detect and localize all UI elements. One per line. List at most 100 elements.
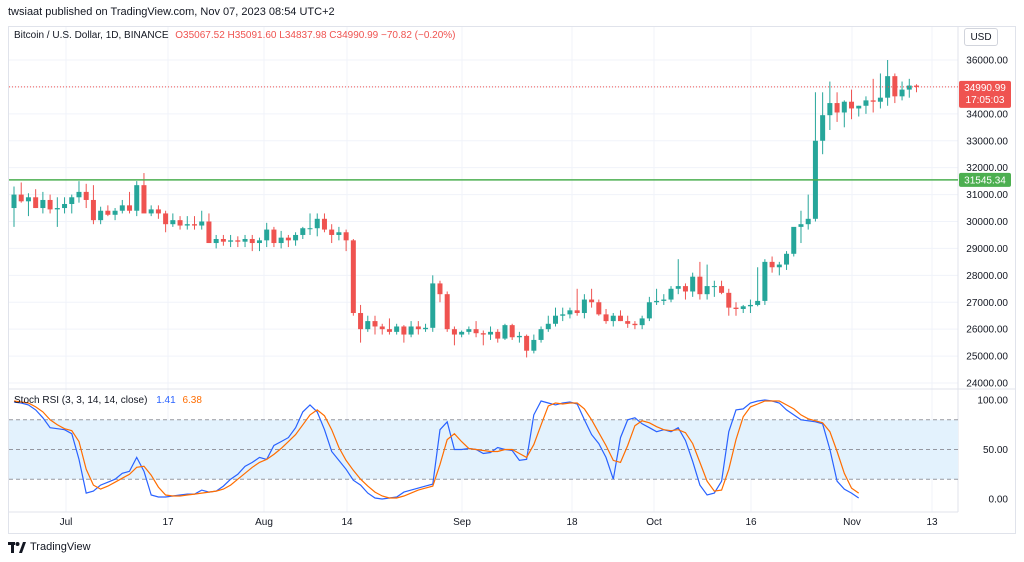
candle-up [820,115,826,141]
candle-up [856,105,862,109]
candle-up [314,218,320,229]
candle-down [437,283,443,295]
candle-up [740,306,746,309]
candle-down [892,76,898,97]
tradingview-logo-icon [8,541,26,553]
symbol-title: Bitcoin / U.S. Dollar, 1D, BINANCE [14,30,169,41]
candle-down [372,321,378,327]
candle-up [798,224,804,227]
candle-up [877,97,883,102]
candle-up [184,224,190,226]
time-axis-label: 18 [566,517,578,528]
candle-up [278,237,284,244]
candle-up [466,329,472,332]
candle-down [249,238,255,244]
candle-down [343,232,349,241]
candle-down [473,329,479,334]
candle-down [47,199,53,210]
price-legend: Bitcoin / U.S. Dollar, 1D, BINANCE O3506… [14,30,456,41]
price-axis-label: 26000.00 [966,325,1008,336]
candle-up [841,101,847,113]
candle-down [415,326,421,330]
candle-down [632,323,638,326]
candle-down [321,218,327,230]
candle-down [480,333,486,335]
candle-down [603,314,609,322]
candle-up [776,264,782,268]
price-axis-label: 24000.00 [966,379,1008,390]
price-axis-label: 32000.00 [966,163,1008,174]
candle-up [11,194,17,209]
candle-down [719,286,725,293]
candle-down [285,237,291,241]
candle-up [762,261,768,301]
candle-down [870,100,876,102]
candle-up [69,197,75,205]
candle-up [76,191,82,198]
currency-button[interactable]: USD [964,28,998,46]
candle-up [538,329,544,340]
candle-down [220,238,226,242]
candle-down [329,229,335,235]
stoch-k-line [13,399,860,500]
countdown-label: 17:05:03 [966,95,1005,106]
stoch-band [9,419,958,480]
candle-up [199,221,205,226]
candle-up [610,315,616,322]
candle-up [488,331,494,335]
candle-up [408,326,414,335]
time-axis-label: 16 [745,517,757,528]
candle-up [675,286,681,289]
last-price-tag [959,80,1011,108]
price-axis-label: 28000.00 [966,271,1008,282]
price-axis-label: 34000.00 [966,109,1008,120]
candle-down [386,329,392,332]
candle-down [769,261,775,268]
candle-down [914,85,919,87]
candle-up [899,89,905,97]
candle-up [264,229,270,241]
candle-up [213,238,219,244]
candle-up [365,321,371,330]
footer[interactable]: TradingView [8,541,91,553]
candle-up [531,339,537,351]
candle-up [148,209,154,214]
candle-up [430,283,436,328]
candle-down [83,191,89,200]
candle-up [134,185,140,211]
candle-up [827,103,833,116]
candle-down [350,240,356,314]
candle-down [733,307,739,309]
candle-down [834,103,840,113]
price-axis-label: 31000.00 [966,190,1008,201]
candle-down [617,315,623,322]
candle-down [444,294,450,330]
candle-down [18,194,24,202]
candle-up [747,304,753,307]
candle-down [625,321,631,324]
candle-up [112,210,118,215]
tradingview-brand: TradingView [30,541,91,553]
stoch-rsi-title: Stoch RSI (3, 3, 14, 14, close) [14,395,148,406]
candle-down [90,199,96,221]
candle-up [553,315,558,324]
price-axis-label: 29000.00 [966,244,1008,255]
candle-up [567,310,573,315]
candle-up [300,228,306,235]
time-axis-label: Nov [843,517,861,528]
time-axis-label: 14 [341,517,353,528]
candle-up [755,300,761,305]
candle-down [235,240,241,242]
candle-up [336,232,342,235]
support-price-label: 31545.34 [964,175,1006,186]
candle-down [177,220,183,226]
candle-up [545,323,551,330]
time-axis-label: Jul [60,517,73,528]
candle-up [885,76,891,98]
candle-up [242,238,248,242]
candle-down [574,310,580,314]
price-axis-label: 36000.00 [966,56,1008,67]
candle-up [25,197,31,202]
price-axis-label: 30000.00 [966,217,1008,228]
